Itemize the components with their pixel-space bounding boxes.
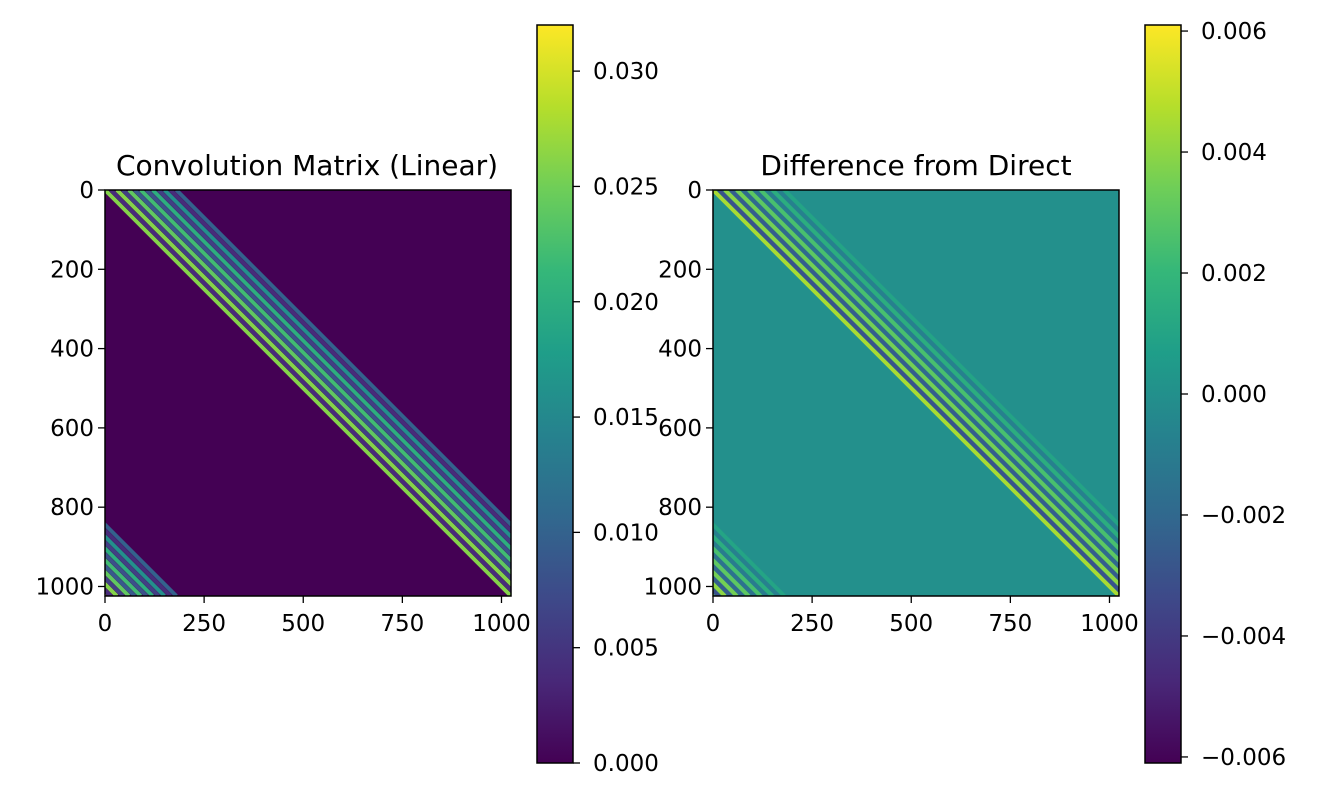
x-tick-label: 1000 xyxy=(472,611,531,637)
diagonal-band xyxy=(713,190,1119,596)
difference-panel: Difference from Direct 0 250 500 750 1000 0 2… xyxy=(643,19,1286,771)
x-axis: 0 250 500 750 1000 xyxy=(706,596,1139,637)
x-tick-label: 250 xyxy=(790,611,834,637)
x-tick-label: 250 xyxy=(182,611,226,637)
chart-title: Difference from Direct xyxy=(760,149,1071,182)
diagonal-band xyxy=(127,190,511,576)
x-tick-label: 1000 xyxy=(1080,611,1139,637)
diagonal-band xyxy=(105,581,119,596)
y-tick-label: 800 xyxy=(50,495,94,521)
diagonal-band xyxy=(163,190,511,540)
colorbar-frame xyxy=(536,24,574,764)
y-tick-label: 0 xyxy=(687,178,702,204)
diagonal-band xyxy=(105,190,511,596)
diagonal-band xyxy=(713,521,786,596)
plot-frame xyxy=(712,189,1120,597)
x-tick-label: 750 xyxy=(380,611,424,637)
diagonal-band xyxy=(777,190,1119,534)
colorbar-tick-label: 0.010 xyxy=(593,520,659,546)
colorbar-tick-label: 0.005 xyxy=(593,636,659,662)
diagonal-band xyxy=(729,190,1119,581)
x-tick-label: 750 xyxy=(988,611,1032,637)
diagonal-band xyxy=(759,190,1119,552)
diagonal-band xyxy=(133,190,511,570)
diagonal-band xyxy=(151,190,511,552)
diagonal-band xyxy=(717,190,1119,593)
diagonal-band xyxy=(753,190,1119,558)
diagonal-band xyxy=(174,190,511,528)
convolution-matrix-panel: Convolution Matrix (Linear) 0 250 500 750 10… xyxy=(35,24,659,777)
y-tick-label: 400 xyxy=(658,337,702,363)
colorbar-gradient xyxy=(537,25,573,763)
y-tick-label: 600 xyxy=(50,416,94,442)
colorbar-tick-label: −0.004 xyxy=(1201,624,1286,650)
diagonal-band xyxy=(771,190,1119,540)
diagonal-band xyxy=(747,190,1119,564)
y-tick-label: 800 xyxy=(658,495,702,521)
diagonal-band xyxy=(145,190,511,558)
x-tick-label: 0 xyxy=(706,611,721,637)
diagonal-band xyxy=(723,190,1119,587)
y-axis: 0 200 400 600 800 1000 xyxy=(643,178,713,600)
x-axis: 0 250 500 750 1000 xyxy=(98,596,531,637)
diagonal-band xyxy=(105,593,107,596)
plot-frame xyxy=(104,189,512,597)
colorbar: 0.000 0.005 0.010 0.015 0.020 0.025 0.030 xyxy=(536,24,659,777)
y-tick-label: 400 xyxy=(50,337,94,363)
diagonal-band xyxy=(169,190,511,534)
y-axis: 0 200 400 600 800 1000 xyxy=(35,178,105,600)
diagonal-band xyxy=(157,190,511,546)
colorbar-tick-label: −0.002 xyxy=(1201,503,1286,529)
chart-title: Convolution Matrix (Linear) xyxy=(116,149,498,182)
colorbar-tick-label: 0.030 xyxy=(593,59,659,85)
diagonal-band xyxy=(782,190,1119,528)
colorbar-tick-label: 0.000 xyxy=(1201,382,1267,408)
colorbar: −0.006 −0.004 −0.002 0.000 0.002 0.004 0.006 xyxy=(1144,19,1286,771)
heatmap-image xyxy=(713,190,1119,596)
x-tick-label: 500 xyxy=(281,611,325,637)
y-tick-label: 200 xyxy=(658,257,702,283)
diagonal-band xyxy=(765,190,1119,546)
diagonal-band xyxy=(105,587,113,596)
colorbar-tick-label: 0.002 xyxy=(1201,261,1267,287)
diagonal-band xyxy=(139,190,511,564)
colorbar-tick-label: 0.025 xyxy=(593,174,659,200)
diagonal-band xyxy=(105,521,178,596)
y-tick-label: 600 xyxy=(658,416,702,442)
diagonal-band xyxy=(115,190,511,587)
colorbar-tick-label: 0.015 xyxy=(593,405,659,431)
y-tick-label: 1000 xyxy=(643,574,702,600)
diagonal-band xyxy=(741,190,1119,570)
colorbar-tick-label: 0.006 xyxy=(1201,19,1267,45)
diagonal-band xyxy=(121,190,511,581)
x-tick-label: 500 xyxy=(889,611,933,637)
colorbar-tick-label: 0.000 xyxy=(593,751,659,777)
diagonal-band xyxy=(735,190,1119,576)
x-tick-label: 0 xyxy=(98,611,113,637)
y-tick-label: 0 xyxy=(79,178,94,204)
colorbar-tick-label: 0.004 xyxy=(1201,140,1267,166)
colorbar-gradient xyxy=(1145,25,1181,763)
diagonal-band xyxy=(109,190,511,593)
y-tick-label: 1000 xyxy=(35,574,94,600)
colorbar-tick-label: 0.020 xyxy=(593,290,659,316)
y-tick-label: 200 xyxy=(50,257,94,283)
colorbar-tick-label: −0.006 xyxy=(1201,745,1286,771)
heatmap-image xyxy=(105,190,511,596)
